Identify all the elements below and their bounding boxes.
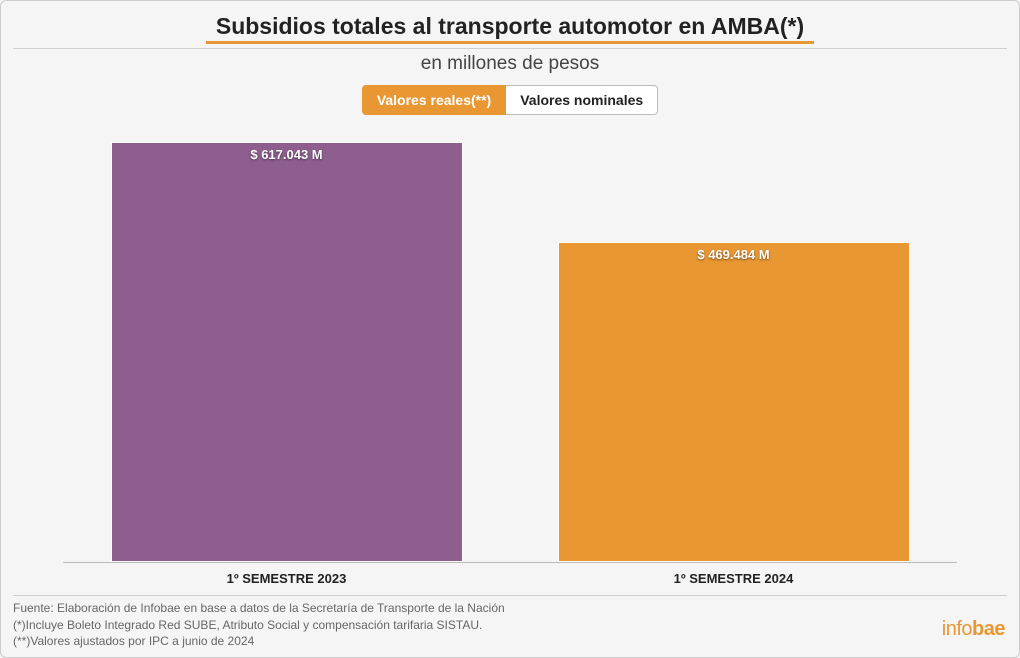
bar-group: $ 617.043 M — [111, 142, 463, 562]
logo-part-a: info — [942, 618, 972, 640]
chart-title: Subsidios totales al transporte automoto… — [13, 13, 1007, 46]
tab-valores-nominales[interactable]: Valores nominales — [506, 85, 658, 115]
chart-title-text: Subsidios totales al transporte automoto… — [206, 13, 814, 44]
chart-plot-area: $ 617.043 M $ 469.484 M — [63, 143, 957, 563]
x-axis-label: 1º SEMESTRE 2024 — [558, 571, 910, 586]
bar: $ 469.484 M — [558, 242, 910, 562]
logo-part-b: bae — [972, 618, 1005, 640]
tab-valores-reales[interactable]: Valores reales(**) — [362, 85, 506, 115]
bar-group: $ 469.484 M — [558, 242, 910, 562]
chart-footer: Fuente: Elaboración de Infobae en base a… — [13, 595, 1007, 649]
x-axis-label: 1º SEMESTRE 2023 — [111, 571, 463, 586]
footer-note-2: (**)Valores ajustados por IPC a junio de… — [13, 633, 1007, 649]
chart-subtitle: en millones de pesos — [13, 53, 1007, 75]
x-axis-labels: 1º SEMESTRE 2023 1º SEMESTRE 2024 — [63, 563, 957, 587]
infobae-logo: infobae — [942, 616, 1005, 643]
divider — [13, 48, 1007, 49]
tab-group: Valores reales(**) Valores nominales — [13, 85, 1007, 115]
footer-source: Fuente: Elaboración de Infobae en base a… — [13, 600, 1007, 616]
footer-note-1: (*)Incluye Boleto Integrado Red SUBE, At… — [13, 617, 1007, 633]
bar: $ 617.043 M — [111, 142, 463, 562]
bar-value-label: $ 617.043 M — [112, 147, 462, 162]
bar-value-label: $ 469.484 M — [559, 247, 909, 262]
